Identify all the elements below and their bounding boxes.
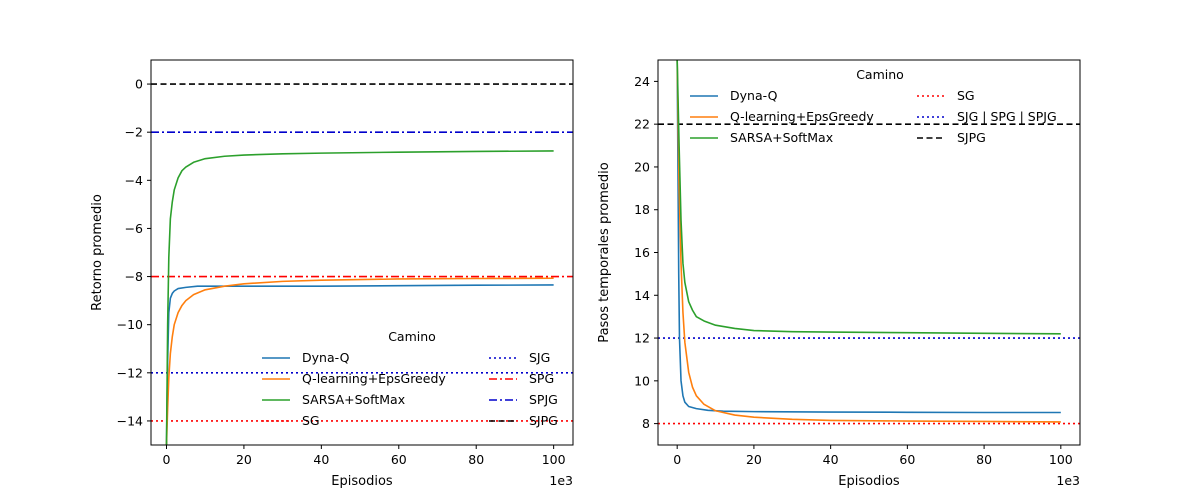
- legend-label: SJG | SPG | SPJG: [957, 109, 1057, 124]
- x-axis-label: Episodios: [838, 474, 900, 489]
- y-tick-label: 10: [634, 373, 650, 388]
- y-tick-label: −14: [117, 413, 143, 428]
- x-tick-label: 20: [236, 452, 252, 467]
- x-tick-label: 100: [1049, 452, 1073, 467]
- series-line-q-learning-epsgreedy: [676, 60, 1061, 423]
- x-tick-label: 40: [313, 452, 329, 467]
- x-tick-label: 40: [823, 452, 839, 467]
- legend-label: Q-learning+EpsGreedy: [730, 109, 874, 124]
- y-tick-label: 22: [634, 117, 650, 132]
- y-tick-label: −6: [125, 221, 143, 236]
- x-offset-label: 1e3: [549, 473, 573, 488]
- x-tick-label: 0: [673, 452, 681, 467]
- series-line-sarsa-softmax: [676, 60, 1061, 335]
- legend-label: SG: [302, 413, 320, 428]
- legend-label: SJPG: [957, 130, 986, 145]
- chart-panel-2: 0 20 40 60 80 100 8 10 12 14 16 18 20 22 24 Episodios Pa…: [597, 59, 1081, 489]
- legend-label: SG: [957, 88, 975, 103]
- x-tick-label: 60: [391, 452, 407, 467]
- legend-label: SARSA+SoftMax: [302, 392, 405, 407]
- y-axis-label: Retorno promedio: [90, 194, 105, 311]
- legend: Camino Dyna-Q SJG Q-learning+EpsGreedy SPG SA…: [262, 329, 558, 428]
- plot-area: [658, 60, 1080, 425]
- series-line-q-learning-epsgreedy: [165, 277, 554, 445]
- legend-title: Camino: [856, 67, 904, 82]
- x-tick-label: 100: [542, 452, 566, 467]
- y-tick-label: −2: [125, 125, 143, 140]
- series-line-sarsa-softmax: [165, 150, 554, 445]
- legend-label: SJG: [529, 350, 550, 365]
- legend-label: SPG: [529, 371, 554, 386]
- x-offset-label: 1e3: [1056, 473, 1080, 488]
- y-tick-label: 18: [634, 202, 650, 217]
- legend-label: SARSA+SoftMax: [730, 130, 833, 145]
- y-tick-label: −12: [117, 365, 143, 380]
- series-line-dyna-q: [165, 284, 554, 445]
- x-tick-label: 80: [976, 452, 992, 467]
- x-axis-label: Episodios: [331, 474, 393, 489]
- legend-label: SPJG: [529, 392, 558, 407]
- x-tick-label: 0: [163, 452, 171, 467]
- y-tick-label: 8: [642, 416, 650, 431]
- x-tick-label: 80: [468, 452, 484, 467]
- series-line-dyna-q: [676, 60, 1061, 414]
- y-tick-label: 24: [634, 74, 650, 89]
- y-tick-label: −10: [117, 317, 143, 332]
- x-tick-label: 20: [746, 452, 762, 467]
- legend: Camino Dyna-Q SG Q-learning+EpsGreedy SJG | …: [690, 67, 1057, 145]
- legend-title: Camino: [388, 329, 436, 344]
- y-tick-label: −8: [125, 269, 143, 284]
- axes-frame: [150, 59, 574, 446]
- plot-area: [151, 83, 573, 445]
- legend-label: Dyna-Q: [730, 88, 778, 103]
- x-tick-label: 60: [899, 452, 915, 467]
- legend-label: SJPG: [529, 413, 558, 428]
- y-tick-label: −4: [125, 173, 143, 188]
- y-tick-label: 0: [135, 77, 143, 92]
- y-axis-label: Pasos temporales promedio: [597, 162, 612, 342]
- legend-label: Q-learning+EpsGreedy: [302, 371, 446, 386]
- y-tick-label: 16: [634, 245, 650, 260]
- legend-label: Dyna-Q: [302, 350, 350, 365]
- y-tick-label: 14: [634, 288, 650, 303]
- chart-panel-1: 0 20 40 60 80 100 −14 −12 −10 −8 −6 −4 −2 0 Episodios R…: [90, 59, 574, 489]
- y-tick-label: 20: [634, 159, 650, 174]
- y-tick-label: 12: [634, 331, 650, 346]
